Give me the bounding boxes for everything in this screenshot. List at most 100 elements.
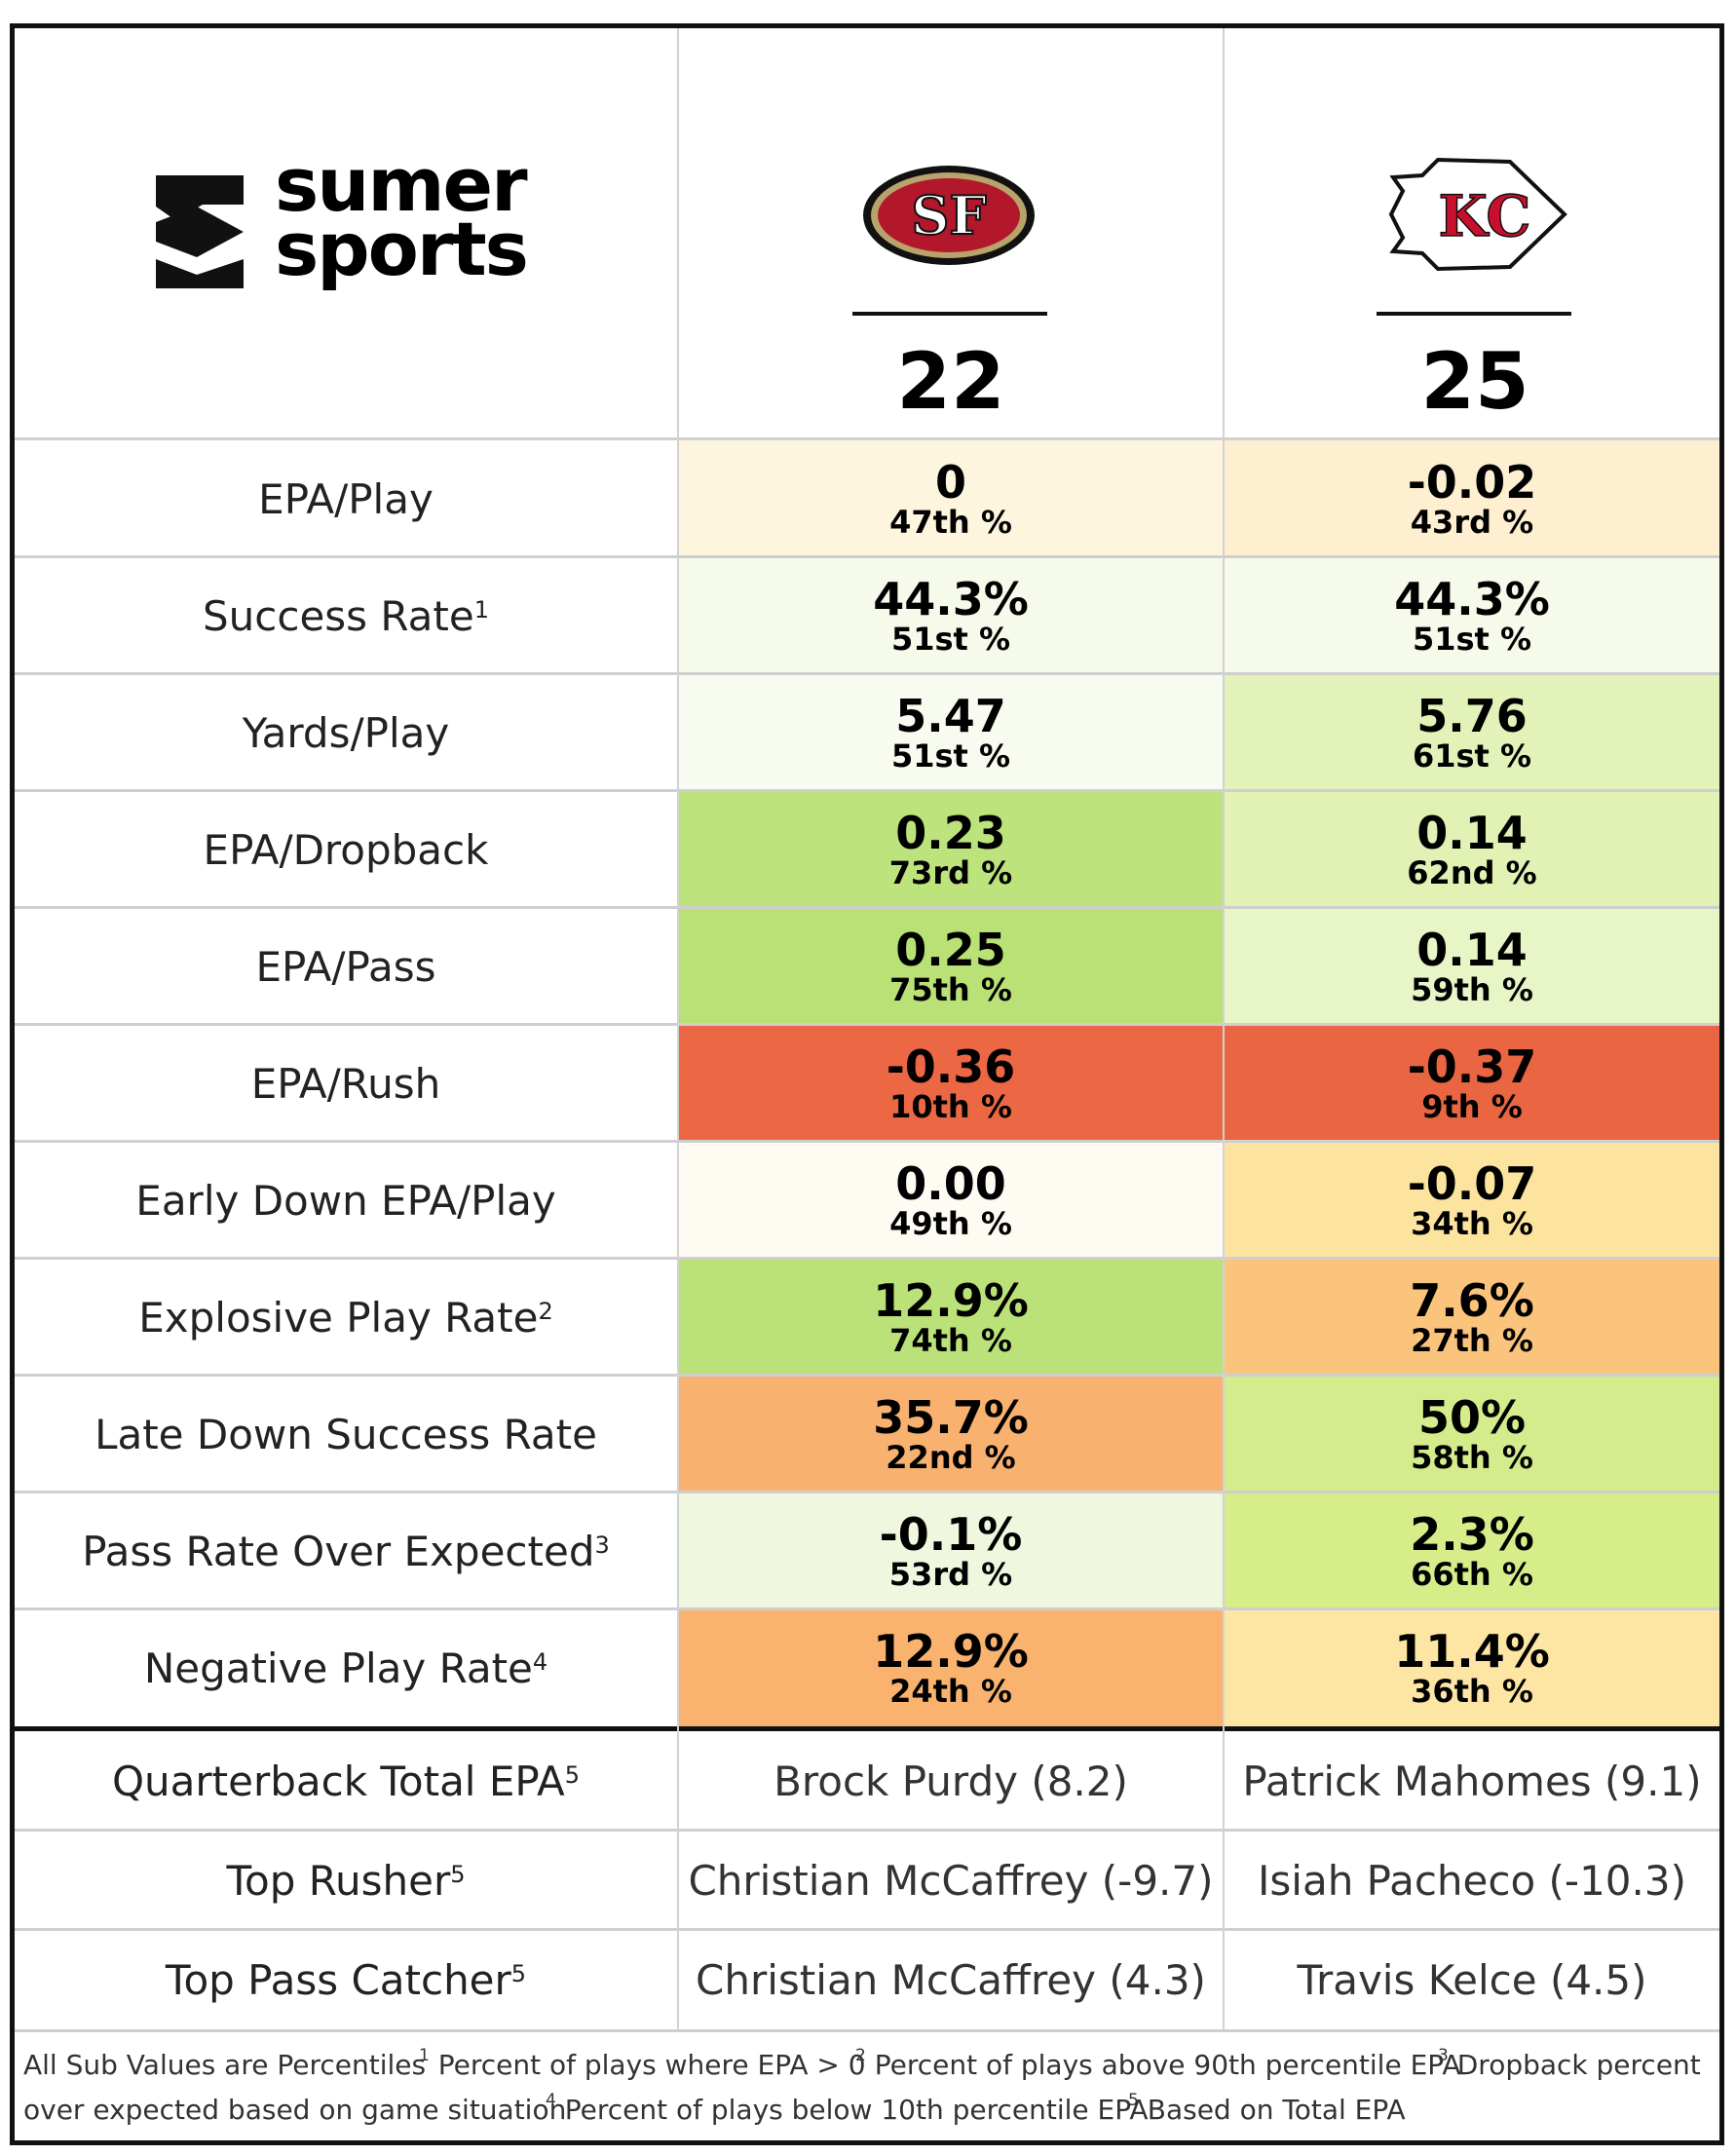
metric-value: 12.9% bbox=[873, 1625, 1029, 1678]
metric-label: Yards/Play bbox=[242, 708, 450, 757]
header-divider bbox=[15, 437, 1719, 440]
metric-value-cell: -0.1% 53rd % bbox=[679, 1493, 1223, 1609]
metric-label: Early Down EPA/Play bbox=[135, 1176, 556, 1225]
footnote-all: All Sub Values are Percentiles bbox=[23, 2049, 427, 2081]
metric-percentile: 66th % bbox=[1411, 1556, 1533, 1593]
metric-value: 0.00 bbox=[895, 1157, 1006, 1210]
row-divider bbox=[15, 1607, 1719, 1610]
score-divider-2 bbox=[1377, 312, 1571, 316]
row-divider bbox=[15, 1374, 1719, 1377]
column-divider bbox=[677, 28, 679, 2029]
metric-percentile: 51st % bbox=[890, 737, 1011, 775]
footer-divider bbox=[15, 2029, 1719, 2032]
metric-percentile: 24th % bbox=[889, 1673, 1012, 1710]
metric-value-cell: 7.6% 27th % bbox=[1225, 1259, 1719, 1376]
footnote-2: 2 Percent of plays above 90th percentile… bbox=[855, 2045, 1461, 2081]
metric-value-cell: -0.07 34th % bbox=[1225, 1142, 1719, 1259]
stats-table bbox=[10, 23, 1724, 2145]
metric-value: 50% bbox=[1417, 1391, 1527, 1444]
row-divider bbox=[15, 789, 1719, 792]
player-name: Christian McCaffrey (-9.7) bbox=[688, 1856, 1214, 1905]
metric-value-cell: 35.7% 22nd % bbox=[679, 1376, 1223, 1493]
row-divider bbox=[15, 1928, 1719, 1931]
player-name: Brock Purdy (8.2) bbox=[774, 1757, 1128, 1805]
metric-value: -0.07 bbox=[1407, 1157, 1537, 1210]
metric-percentile: 9th % bbox=[1421, 1088, 1523, 1125]
metric-percentile: 73rd % bbox=[888, 854, 1013, 891]
metric-value-cell: 0.14 62nd % bbox=[1225, 791, 1719, 908]
metric-percentile: 27th % bbox=[1411, 1322, 1533, 1359]
metric-value: 0.14 bbox=[1416, 807, 1528, 859]
metric-percentile: 62nd % bbox=[1407, 854, 1537, 891]
footnote-marker: 5 bbox=[450, 1861, 466, 1888]
metric-value-cell: 0 47th % bbox=[679, 440, 1223, 557]
metric-percentile: 34th % bbox=[1411, 1205, 1533, 1242]
column-divider bbox=[1223, 28, 1225, 2029]
metric-label: EPA/Pass bbox=[255, 942, 436, 991]
metric-label: Late Down Success Rate bbox=[94, 1410, 597, 1458]
chiefs-logo: KC bbox=[1383, 156, 1568, 277]
metric-value: 35.7% bbox=[873, 1391, 1029, 1444]
metric-percentile: 75th % bbox=[889, 971, 1012, 1008]
metric-percentile: 22nd % bbox=[886, 1439, 1016, 1476]
row-divider bbox=[15, 1140, 1719, 1143]
metric-percentile: 51st % bbox=[1412, 621, 1532, 658]
metric-value: 44.3% bbox=[873, 573, 1029, 625]
footnote-4: 4 Percent of plays below 10th percentile… bbox=[546, 2090, 1149, 2126]
metric-label: Explosive Play Rate 2 bbox=[138, 1293, 553, 1342]
metric-label: Negative Play Rate 4 bbox=[143, 1644, 548, 1692]
footnote-3-cont: over expected based on game situation bbox=[23, 2094, 567, 2126]
metric-percentile: 53rd % bbox=[888, 1556, 1013, 1593]
metric-percentile: 10th % bbox=[889, 1088, 1012, 1125]
metric-value: 5.76 bbox=[1416, 690, 1528, 742]
metric-value: -0.1% bbox=[879, 1508, 1023, 1561]
footnote-marker: 2 bbox=[538, 1298, 553, 1325]
footnote-marker: 5 bbox=[510, 1960, 527, 1987]
sumer-sports-logo: sumer sports bbox=[146, 146, 555, 302]
player-name: Isiah Pacheco (-10.3) bbox=[1258, 1856, 1686, 1905]
metric-percentile: 74th % bbox=[889, 1322, 1012, 1359]
metric-value-cell: 0.00 49th % bbox=[679, 1142, 1223, 1259]
49ers-logo: SF bbox=[861, 164, 1037, 271]
row-divider bbox=[15, 1023, 1719, 1026]
row-divider bbox=[15, 906, 1719, 909]
metric-value-cell: 12.9% 24th % bbox=[679, 1609, 1223, 1726]
player-name: Christian McCaffrey (4.3) bbox=[696, 1955, 1206, 2004]
metric-value: 0.23 bbox=[895, 807, 1006, 859]
metric-percentile: 61st % bbox=[1412, 737, 1532, 775]
metric-value: 0.25 bbox=[895, 924, 1006, 976]
metric-value: -0.02 bbox=[1407, 456, 1537, 509]
footnote-5: 5 Based on Total EPA bbox=[1128, 2090, 1406, 2126]
metric-value-cell: 44.3% 51st % bbox=[1225, 557, 1719, 674]
svg-text:KC: KC bbox=[1438, 183, 1530, 249]
brand-line-1: sumer bbox=[275, 141, 528, 228]
metric-label: EPA/Dropback bbox=[203, 825, 489, 874]
row-divider bbox=[15, 672, 1719, 675]
metric-value: -0.36 bbox=[886, 1040, 1016, 1093]
row-divider bbox=[15, 1829, 1719, 1832]
metric-label: EPA/Rush bbox=[250, 1059, 441, 1108]
metric-value-cell: 0.14 59th % bbox=[1225, 908, 1719, 1025]
metric-percentile: 47th % bbox=[889, 504, 1012, 541]
metric-value: 0 bbox=[934, 456, 966, 509]
metric-value: 12.9% bbox=[873, 1274, 1029, 1327]
metric-value: 0.14 bbox=[1416, 924, 1528, 976]
metric-value: 7.6% bbox=[1410, 1274, 1534, 1327]
metric-percentile: 58th % bbox=[1411, 1439, 1533, 1476]
row-divider bbox=[15, 555, 1719, 558]
metric-value: 44.3% bbox=[1394, 573, 1550, 625]
metric-value: 2.3% bbox=[1410, 1508, 1534, 1561]
row-divider bbox=[15, 1257, 1719, 1260]
metric-value-cell: -0.37 9th % bbox=[1225, 1025, 1719, 1142]
score-divider-1 bbox=[852, 312, 1047, 316]
footnote-1: 1 Percent of plays where EPA > 0 bbox=[419, 2045, 866, 2081]
metric-label: Pass Rate Over Expected 3 bbox=[82, 1527, 610, 1575]
footnote-marker: 3 bbox=[594, 1531, 610, 1559]
metric-percentile: 59th % bbox=[1411, 971, 1533, 1008]
metric-value-cell: 50% 58th % bbox=[1225, 1376, 1719, 1493]
section-divider bbox=[10, 1726, 1724, 1731]
metric-value-cell: -0.02 43rd % bbox=[1225, 440, 1719, 557]
player-stat-label: Top Pass Catcher 5 bbox=[165, 1955, 527, 2004]
player-name: Travis Kelce (4.5) bbox=[1297, 1955, 1647, 2004]
metric-value: -0.37 bbox=[1407, 1040, 1537, 1093]
